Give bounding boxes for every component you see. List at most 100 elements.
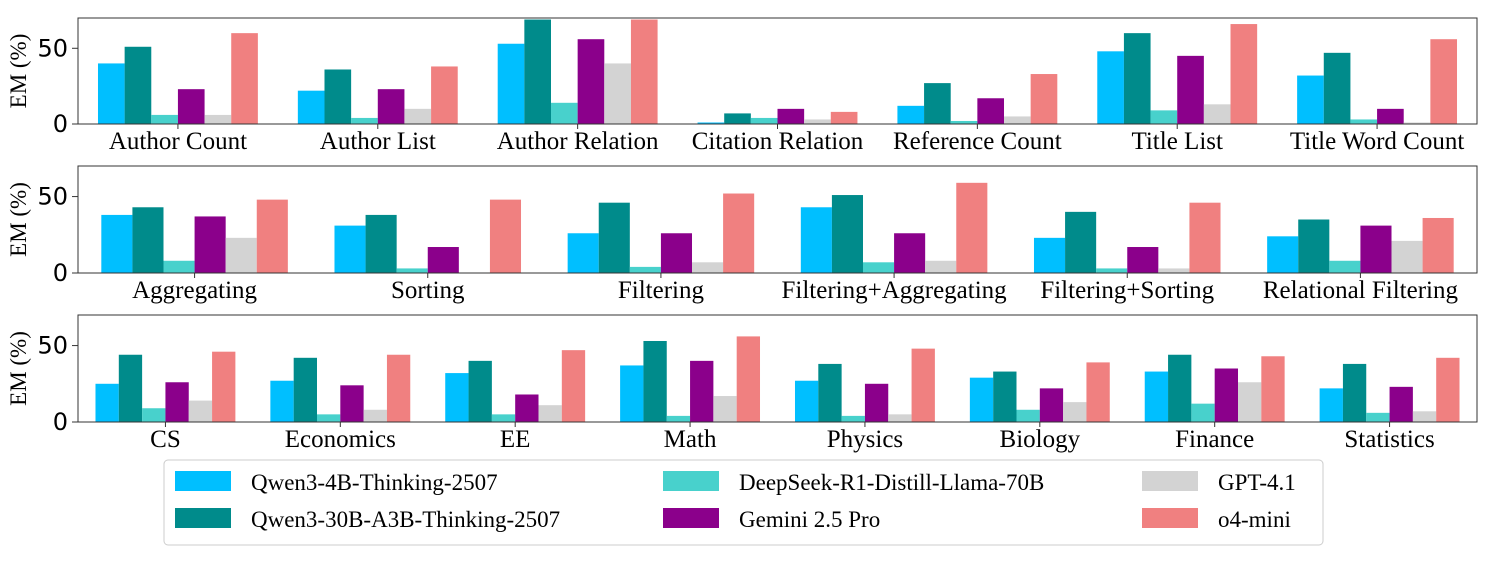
bar-qwen3-30b-a3b-thinking-2507 bbox=[324, 69, 352, 124]
bar-gpt-4-1 bbox=[604, 63, 631, 124]
axes-frame-overlay bbox=[77, 165, 1478, 274]
y-axis-label: EM (%) bbox=[6, 34, 31, 109]
x-tick-label: EE bbox=[500, 426, 531, 453]
bar-deepseek-r1-distill-llama-70b bbox=[163, 260, 195, 273]
bar-gpt-4-1 bbox=[1203, 104, 1231, 124]
bar-gemini-2-5-pro bbox=[1360, 225, 1392, 273]
bar-o4-mini bbox=[1430, 39, 1458, 125]
bar-gemini-2-5-pro bbox=[1214, 368, 1239, 422]
bar-gemini-2-5-pro bbox=[177, 89, 205, 124]
bar-deepseek-r1-distill-llama-70b bbox=[750, 117, 778, 124]
bar-deepseek-r1-distill-llama-70b bbox=[151, 114, 178, 124]
bar-qwen3-30b-a3b-thinking-2507 bbox=[124, 46, 152, 125]
y-tick-label: 0 bbox=[53, 259, 68, 287]
legend-label: GPT-4.1 bbox=[1218, 470, 1296, 495]
bar-o4-mini bbox=[630, 19, 658, 125]
bar-gemini-2-5-pro bbox=[1127, 247, 1159, 273]
x-tick-label: Physics bbox=[827, 426, 903, 453]
x-tick-label: Title List bbox=[1131, 128, 1223, 155]
bar-qwen3-4b-thinking-2507 bbox=[969, 377, 994, 422]
bar-gpt-4-1 bbox=[404, 108, 432, 124]
bar-o4-mini bbox=[1422, 217, 1454, 273]
bar-o4-mini bbox=[911, 348, 935, 422]
x-tick-label: CS bbox=[150, 426, 181, 453]
bar-qwen3-30b-a3b-thinking-2507 bbox=[524, 19, 551, 125]
bar-gpt-4-1 bbox=[888, 414, 912, 422]
bar-deepseek-r1-distill-llama-70b bbox=[1350, 119, 1378, 124]
bar-deepseek-r1-distill-llama-70b bbox=[950, 120, 978, 124]
y-tick-label: 50 bbox=[37, 332, 68, 360]
bar-qwen3-4b-thinking-2507 bbox=[620, 365, 644, 422]
y-tick-label: 50 bbox=[37, 183, 68, 211]
bar-o4-mini bbox=[431, 66, 458, 124]
bar-qwen3-4b-thinking-2507 bbox=[97, 63, 125, 124]
bar-gemini-2-5-pro bbox=[777, 108, 805, 124]
bar-gpt-4-1 bbox=[925, 260, 957, 273]
bar-o4-mini bbox=[1436, 357, 1460, 422]
bar-qwen3-4b-thinking-2507 bbox=[334, 225, 366, 273]
bar-qwen3-4b-thinking-2507 bbox=[794, 380, 819, 422]
bar-gpt-4-1 bbox=[1004, 116, 1031, 124]
legend-box bbox=[163, 459, 1324, 546]
bar-gemini-2-5-pro bbox=[690, 360, 714, 422]
bar-qwen3-4b-thinking-2507 bbox=[1097, 51, 1124, 124]
x-tick-label: Finance bbox=[1175, 426, 1254, 453]
bar-qwen3-30b-a3b-thinking-2507 bbox=[1168, 354, 1192, 422]
bar-deepseek-r1-distill-llama-70b bbox=[491, 414, 516, 422]
chart-panel-3: EM (%) 0 50 CS Economics EE Math Physics Biology… bbox=[6, 314, 1478, 453]
bar-o4-mini bbox=[723, 193, 755, 273]
bar-qwen3-30b-a3b-thinking-2507 bbox=[724, 113, 751, 124]
bar-gemini-2-5-pro bbox=[864, 383, 889, 422]
chart-panels: EM (%) 0 50 Author Count Author List Author R… bbox=[6, 17, 1478, 453]
bar-qwen3-30b-a3b-thinking-2507 bbox=[468, 360, 492, 422]
bar-qwen3-30b-a3b-thinking-2507 bbox=[293, 357, 317, 422]
bar-gemini-2-5-pro bbox=[427, 247, 459, 273]
bar-o4-mini bbox=[256, 199, 288, 273]
legend-swatch bbox=[663, 508, 719, 528]
bar-o4-mini bbox=[231, 33, 258, 125]
x-tick-label: Aggregating bbox=[132, 277, 257, 304]
bar-gemini-2-5-pro bbox=[515, 394, 539, 422]
bar-gemini-2-5-pro bbox=[977, 98, 1005, 124]
bar-gpt-4-1 bbox=[692, 262, 724, 273]
bar-qwen3-4b-thinking-2507 bbox=[697, 122, 725, 124]
bar-gpt-4-1 bbox=[1412, 411, 1437, 422]
bar-deepseek-r1-distill-llama-70b bbox=[862, 262, 895, 273]
bar-qwen3-30b-a3b-thinking-2507 bbox=[818, 363, 842, 422]
bar-deepseek-r1-distill-llama-70b bbox=[629, 266, 661, 273]
bar-deepseek-r1-distill-llama-70b bbox=[142, 408, 166, 422]
bar-gemini-2-5-pro bbox=[660, 233, 693, 273]
legend-label: DeepSeek-R1-Distill-Llama-70B bbox=[739, 470, 1044, 495]
bar-qwen3-4b-thinking-2507 bbox=[1297, 75, 1324, 124]
bar-qwen3-30b-a3b-thinking-2507 bbox=[993, 371, 1017, 422]
bar-o4-mini bbox=[386, 354, 411, 422]
bar-gemini-2-5-pro bbox=[340, 385, 364, 422]
bar-deepseek-r1-distill-llama-70b bbox=[316, 414, 341, 422]
bar-o4-mini bbox=[561, 350, 586, 422]
legend: Qwen3-4B-Thinking-2507 Qwen3-30B-A3B-Thin… bbox=[163, 459, 1324, 546]
bar-gemini-2-5-pro bbox=[1039, 388, 1064, 422]
y-tick-label: 0 bbox=[53, 408, 68, 436]
bar-qwen3-4b-thinking-2507 bbox=[297, 90, 325, 124]
x-tick-label: Author Relation bbox=[497, 128, 659, 155]
x-tick-label: Math bbox=[664, 426, 717, 453]
bar-o4-mini bbox=[212, 351, 236, 422]
legend-label: Qwen3-30B-A3B-Thinking-2507 bbox=[251, 507, 560, 532]
x-tick-label: Citation Relation bbox=[692, 128, 864, 155]
bar-gpt-4-1 bbox=[225, 237, 257, 273]
x-tick-label: Economics bbox=[285, 426, 396, 453]
bar-qwen3-4b-thinking-2507 bbox=[800, 207, 832, 273]
x-tick-label: Statistics bbox=[1344, 426, 1434, 453]
bar-o4-mini bbox=[1030, 74, 1058, 124]
bar-gemini-2-5-pro bbox=[194, 216, 226, 273]
bar-deepseek-r1-distill-llama-70b bbox=[1150, 110, 1178, 124]
legend-label: Qwen3-4B-Thinking-2507 bbox=[251, 470, 498, 495]
legend-swatch bbox=[175, 508, 231, 528]
y-axis-label: EM (%) bbox=[6, 331, 31, 406]
bar-o4-mini bbox=[1230, 24, 1258, 124]
bar-o4-mini bbox=[830, 111, 858, 124]
bar-qwen3-4b-thinking-2507 bbox=[1033, 237, 1066, 273]
legend-swatch bbox=[1142, 508, 1198, 528]
bar-qwen3-4b-thinking-2507 bbox=[1144, 371, 1169, 422]
bar-gemini-2-5-pro bbox=[894, 233, 926, 273]
